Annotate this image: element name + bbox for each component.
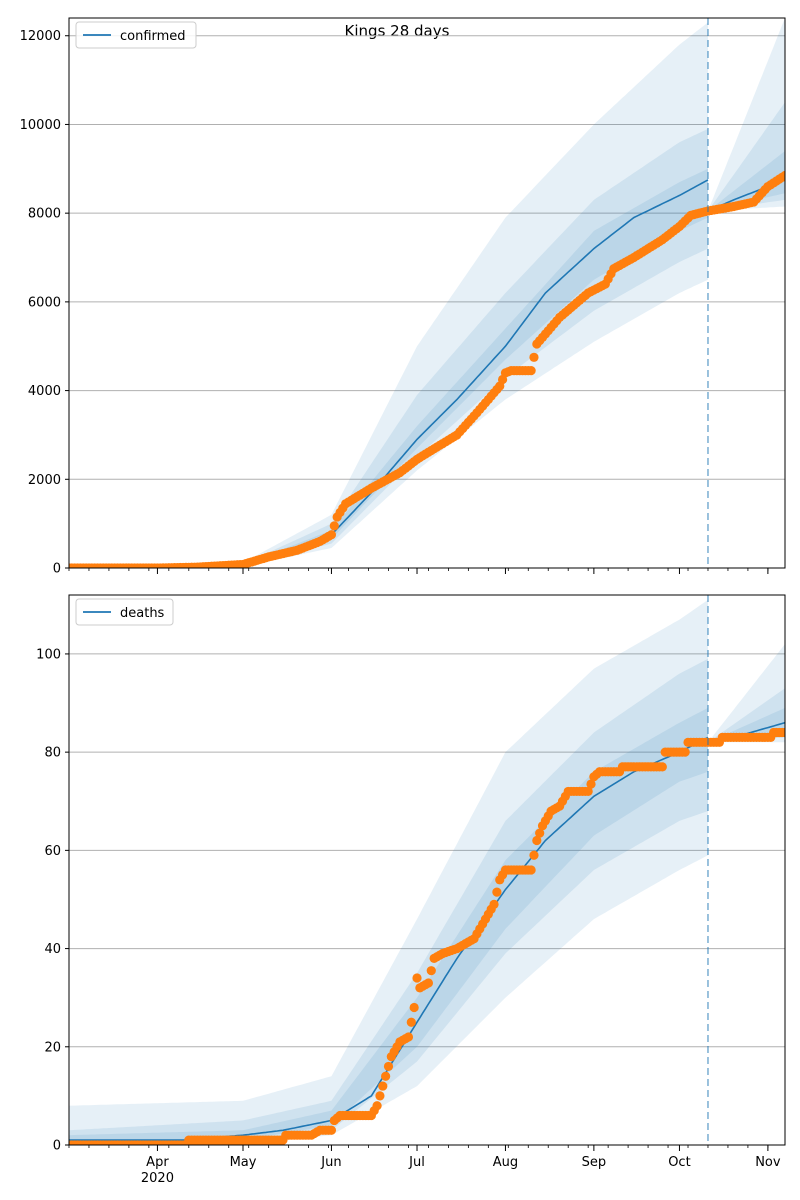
legend-box [75,598,174,626]
legend: confirmed [75,21,197,49]
y-tick-label: 6000 [28,295,61,310]
uncertainty-band [708,151,785,211]
observed-point [409,1002,419,1013]
observed-point [529,352,539,362]
x-tick-label: Nov [755,1155,781,1170]
x-year-label: 2020 [141,1171,174,1186]
observed-point [489,899,499,909]
observed-point [586,779,596,789]
x-tick-label: Jul [408,1155,425,1170]
legend: deaths [75,598,174,626]
deaths-panel: 0 20 40 60 80 100 Apr May Jun Jul Aug Sep Oct Nov 2020… [36,594,786,1186]
uncertainty-band [708,644,785,743]
y-tick-label: 8000 [28,207,61,222]
legend-label: confirmed [120,29,186,44]
y-tick-label: 0 [53,562,61,577]
observed-point [372,1101,382,1111]
x-tick-label: Jun [320,1155,341,1170]
y-tick-label: 4000 [28,384,61,399]
observed-point [532,835,542,846]
y-tick-label: 12000 [20,29,61,44]
x-tick-label: Apr [146,1155,169,1170]
observed-point [423,978,434,988]
observed-point [780,170,785,181]
y-tick-label: 0 [53,1139,61,1154]
axes-frame [68,17,786,569]
observed-point [329,521,339,531]
uncertainty-band [69,658,708,1145]
observed-point [375,1091,385,1101]
y-tick-label: 80 [44,746,61,761]
y-tick-label: 40 [44,942,61,957]
observed-point [780,727,785,738]
observed-point [426,966,436,976]
observed-point [680,747,690,757]
observed-point [526,366,536,376]
x-tick-label: May [230,1155,257,1170]
observed-point [412,973,422,983]
y-tick-label: 10000 [20,118,61,133]
x-tick-label: Aug [493,1155,518,1170]
y-tick-label: 20 [44,1040,61,1055]
observed-point [378,1081,388,1091]
y-tick-label: 100 [36,647,61,662]
axes-frame [68,594,786,1146]
confirmed-panel: 0 2000 4000 6000 8000 10000 12000 confirmed [20,17,786,577]
figure-title: Kings 28 days [345,22,450,40]
uncertainty-band [69,599,708,1145]
plot-area [69,599,785,1145]
observed-point [326,1125,337,1135]
observed-point [529,850,539,860]
legend-label: deaths [120,606,165,621]
y-tick-label: 60 [44,844,61,859]
observed-point [326,530,337,540]
observed-point [526,865,536,875]
observed-point [406,1017,416,1027]
plot-area [69,18,785,568]
x-tick-label: Sep [582,1155,607,1170]
observed-point [583,786,593,797]
observed-point [381,1071,391,1081]
observed-point [383,1061,394,1072]
legend-box [75,21,197,49]
uncertainty-band [69,168,708,568]
observed-point [403,1032,414,1042]
observed-point [657,762,667,772]
observed-point [535,828,545,838]
uncertainty-band [69,128,708,568]
x-tick-label: Oct [668,1155,690,1170]
uncertainty-band [708,18,785,211]
y-tick-label: 2000 [28,473,61,488]
observed-point [492,887,502,897]
